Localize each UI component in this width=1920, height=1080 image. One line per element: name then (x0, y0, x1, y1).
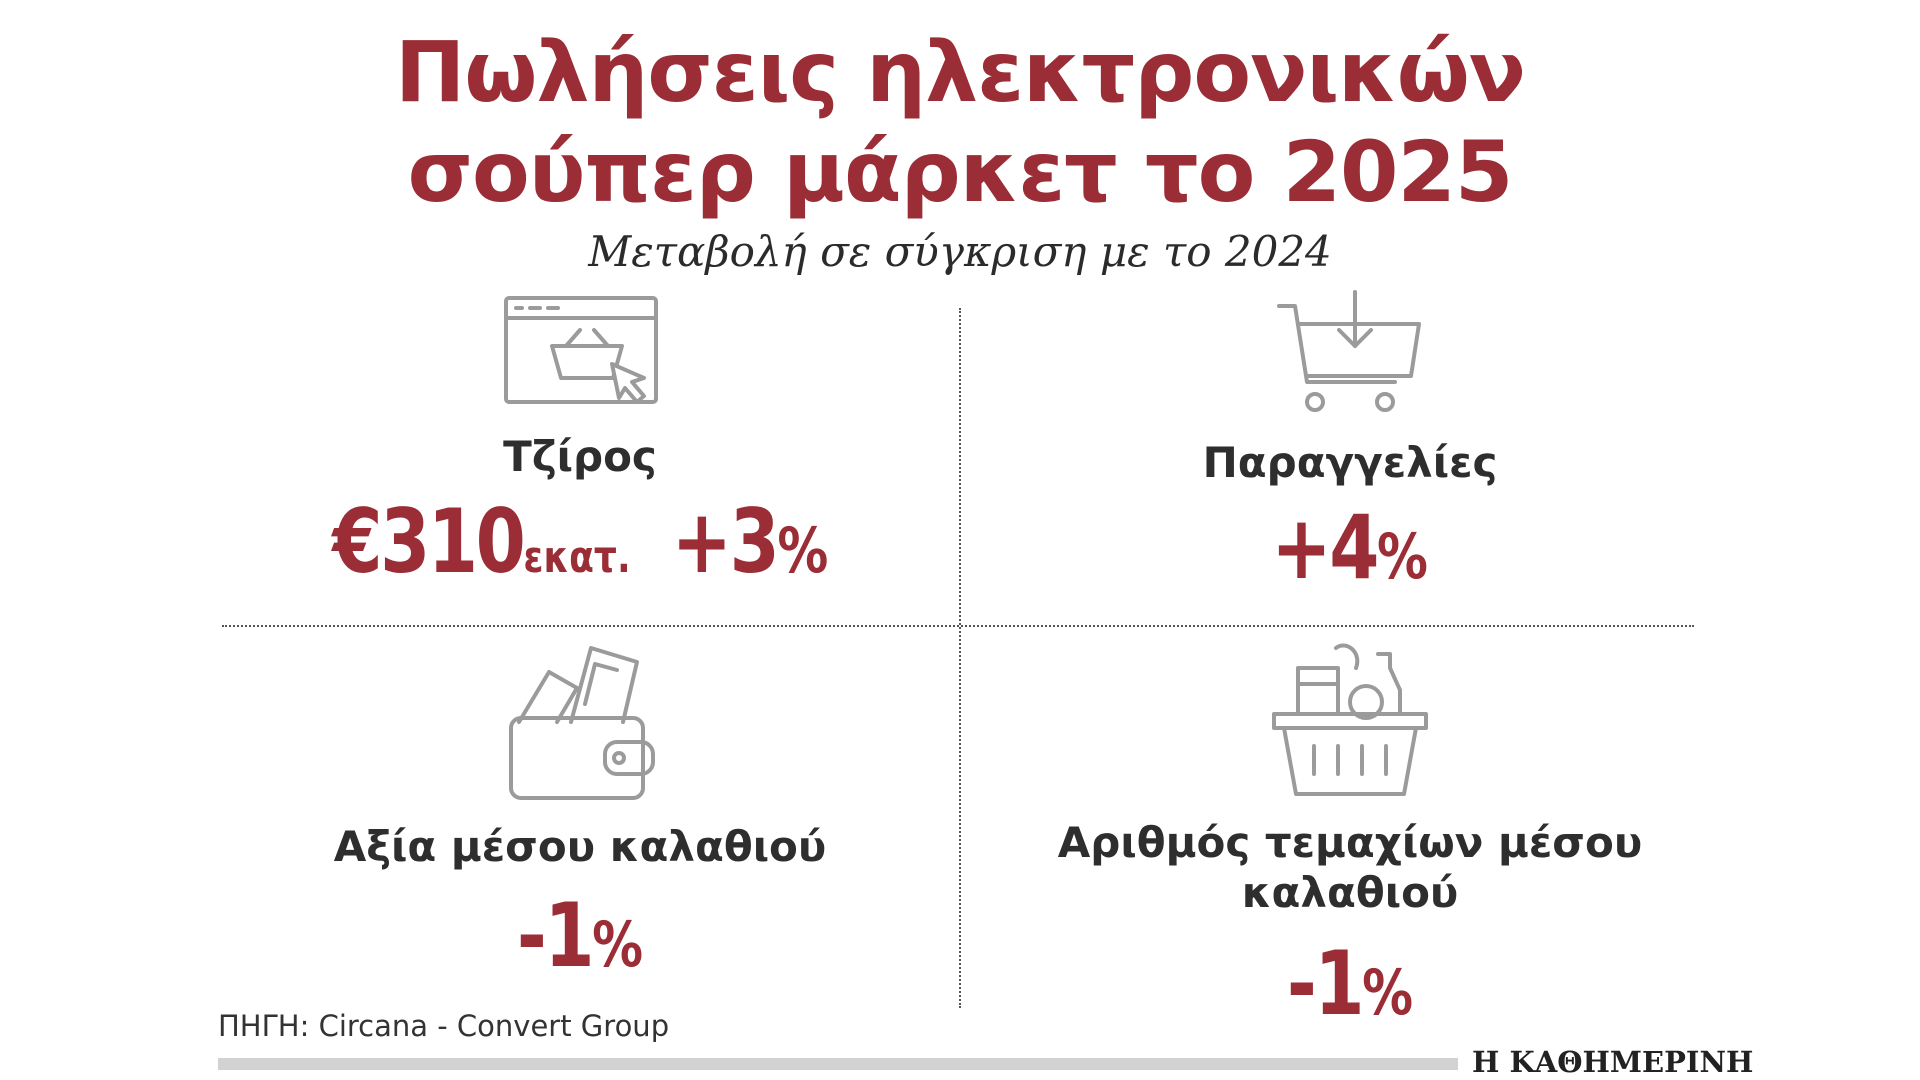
wallet-with-cards-icon (509, 646, 655, 800)
orders-panel: Παραγγελίες +4% (970, 288, 1730, 607)
basket-value-panel: Αξία μέσου καλαθιού -1% (200, 642, 960, 995)
basket-value-label: Αξία μέσου καλαθιού (333, 822, 827, 871)
basket-items-label: Αριθμός τεμαχίων μέσου καλαθιού (1057, 818, 1643, 917)
orders-values: +4% (1272, 498, 1429, 607)
publisher-logo: Η ΚΑΘΗΜΕΡΙΝΗ (1472, 1045, 1754, 1079)
basket-items-change-pct: % (1362, 956, 1414, 1029)
source-note: ΠΗΓΗ: Circana - Convert Group (218, 1009, 670, 1043)
basket-items-change: -1 (1286, 932, 1365, 1035)
page-subtitle: Μεταβολή σε σύγκριση με το 2024 (588, 227, 1332, 276)
basket-items-panel: Αριθμός τεμαχίων μέσου καλαθιού -1% (970, 640, 1730, 1043)
basket-value-values: -1% (517, 886, 643, 995)
orders-change-pct: % (1377, 520, 1429, 593)
turnover-change-pct: % (777, 514, 828, 587)
turnover-amount: €310 (332, 490, 525, 593)
horizontal-divider (222, 625, 1694, 627)
turnover-unit: εκατ. (523, 532, 631, 583)
turnover-values: €310εκατ. +3% (332, 492, 828, 608)
online-shop-browser-icon (504, 296, 658, 404)
orders-label: Παραγγελίες (1202, 438, 1498, 487)
orders-change: +4 (1271, 496, 1380, 599)
turnover-panel: Τζίρος €310εκατ. +3% (200, 294, 960, 608)
turnover-label: Τζίρος (503, 432, 657, 481)
page-title: Πωλήσεις ηλεκτρονικών σούπερ μάρκετ το 2… (0, 22, 1920, 222)
footer-bar (218, 1058, 1458, 1070)
shopping-cart-download-icon (1277, 290, 1421, 412)
basket-value-change-pct: % (592, 908, 644, 981)
basket-items-values: -1% (1287, 934, 1413, 1043)
vertical-divider (959, 308, 961, 1008)
basket-value-change: -1 (516, 884, 595, 987)
turnover-change: +3 (671, 490, 779, 593)
title-line-1: Πωλήσεις ηλεκτρονικών (395, 23, 1526, 121)
title-line-2: σούπερ μάρκετ το 2025 (407, 123, 1514, 221)
grocery-basket-icon (1272, 643, 1428, 796)
